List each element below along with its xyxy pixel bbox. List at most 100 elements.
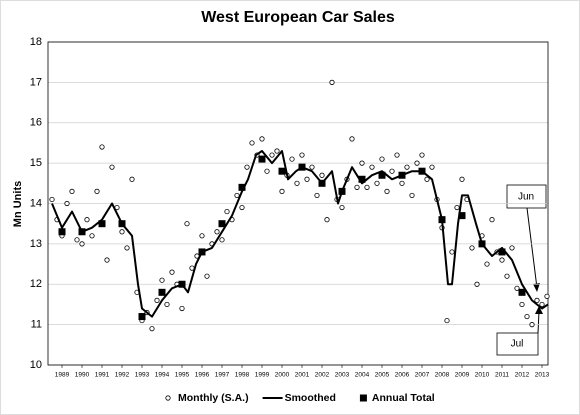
y-tick-label: 13 xyxy=(30,238,42,250)
annual-marker xyxy=(398,171,406,179)
y-tick-label: 17 xyxy=(30,76,42,88)
monthly-marker xyxy=(219,237,225,243)
monthly-marker xyxy=(514,285,520,291)
x-tick-label: 2005 xyxy=(375,372,390,379)
x-tick-label: 2000 xyxy=(275,372,290,379)
monthly-marker xyxy=(499,257,505,263)
annotation-text: Jun xyxy=(518,192,534,203)
x-tick-label: 1990 xyxy=(75,372,90,379)
monthly-marker xyxy=(394,152,400,158)
monthly-marker xyxy=(49,196,55,203)
monthly-marker xyxy=(159,277,165,283)
monthly-marker xyxy=(94,188,100,194)
monthly-marker xyxy=(89,233,95,239)
annual-marker xyxy=(78,228,86,236)
monthly-marker xyxy=(364,184,370,190)
monthly-marker xyxy=(324,217,330,223)
annotation-arrow xyxy=(537,310,540,334)
x-tick-label: 1999 xyxy=(255,372,270,379)
arrow-head xyxy=(535,306,543,314)
monthly-marker xyxy=(399,180,405,186)
monthly-marker xyxy=(199,233,205,239)
monthly-marker xyxy=(169,269,175,275)
x-tick-label: 2007 xyxy=(415,372,430,379)
x-tick-label: 2010 xyxy=(475,372,490,379)
x-tick-label: 2003 xyxy=(335,372,350,379)
annual-marker xyxy=(258,155,266,163)
monthly-marker xyxy=(234,192,240,199)
monthly-marker xyxy=(269,152,275,158)
monthly-marker xyxy=(249,140,255,146)
x-tick-label: 2006 xyxy=(395,372,410,379)
annual-marker xyxy=(418,167,426,175)
x-tick-label: 1995 xyxy=(175,372,190,379)
annual-marker xyxy=(158,288,166,296)
monthly-marker xyxy=(519,301,525,308)
monthly-marker xyxy=(529,322,535,328)
x-tick-label: 1989 xyxy=(55,372,70,379)
monthly-marker xyxy=(319,172,325,178)
monthly-marker xyxy=(484,261,490,267)
annual-marker xyxy=(338,187,346,195)
annual-marker xyxy=(58,228,66,236)
x-tick-label: 1993 xyxy=(135,372,150,379)
annual-marker xyxy=(378,171,386,179)
monthly-marker xyxy=(239,204,245,211)
annual-marker xyxy=(98,220,106,228)
monthly-marker xyxy=(354,184,360,190)
annotation-jun: Jun xyxy=(506,184,547,292)
monthly-marker xyxy=(469,245,475,251)
monthly-marker xyxy=(369,164,375,170)
monthly-marker xyxy=(309,164,315,170)
monthly-marker xyxy=(109,164,115,170)
monthly-marker xyxy=(444,317,450,324)
monthly-marker xyxy=(429,164,435,170)
y-tick-label: 12 xyxy=(30,278,42,290)
plot-border xyxy=(47,41,549,366)
y-tick-label: 16 xyxy=(30,117,42,129)
annotation-jul: Jul xyxy=(496,306,543,356)
monthly-marker xyxy=(404,164,410,170)
monthly-marker xyxy=(424,176,430,182)
legend-swatch xyxy=(359,394,367,402)
x-tick-label: 2013 xyxy=(535,372,550,379)
arrow-head xyxy=(533,283,540,292)
x-tick-label: 1998 xyxy=(235,372,250,379)
monthly-marker xyxy=(129,176,135,182)
y-tick-label: 15 xyxy=(30,157,42,169)
monthly-marker xyxy=(454,204,460,211)
monthly-marker xyxy=(489,217,495,223)
monthly-marker xyxy=(339,204,345,211)
monthly-marker xyxy=(179,305,185,312)
monthly-marker xyxy=(449,249,455,255)
x-tick-label: 2012 xyxy=(515,372,530,379)
monthly-marker xyxy=(409,192,415,199)
monthly-marker xyxy=(384,188,390,194)
monthly-marker xyxy=(389,168,395,174)
monthly-marker xyxy=(299,152,305,158)
monthly-marker xyxy=(119,229,125,235)
y-tick-label: 11 xyxy=(31,319,42,331)
monthly-marker xyxy=(524,313,530,320)
annual-marker xyxy=(498,248,506,256)
annual-marker xyxy=(278,167,286,175)
annual-marker xyxy=(138,313,146,321)
monthly-marker xyxy=(204,273,210,279)
y-axis-label: Mn Units xyxy=(12,181,24,227)
monthly-marker xyxy=(544,293,550,299)
legend: Monthly (S.A.) Smoothed Annual Total xyxy=(165,392,435,404)
annotation-arrow xyxy=(526,207,538,289)
annual-marker xyxy=(458,212,466,220)
annual-marker xyxy=(318,179,326,187)
x-tick-label: 1996 xyxy=(195,372,210,379)
monthly-marker xyxy=(164,301,170,308)
monthly-marker xyxy=(294,180,300,186)
monthly-marker xyxy=(184,221,190,227)
monthly-marker xyxy=(374,180,380,186)
monthly-marker xyxy=(349,136,355,142)
monthly-marker xyxy=(279,188,285,194)
monthly-marker xyxy=(459,176,465,182)
monthly-marker xyxy=(214,229,220,235)
annual-marker xyxy=(478,240,486,248)
